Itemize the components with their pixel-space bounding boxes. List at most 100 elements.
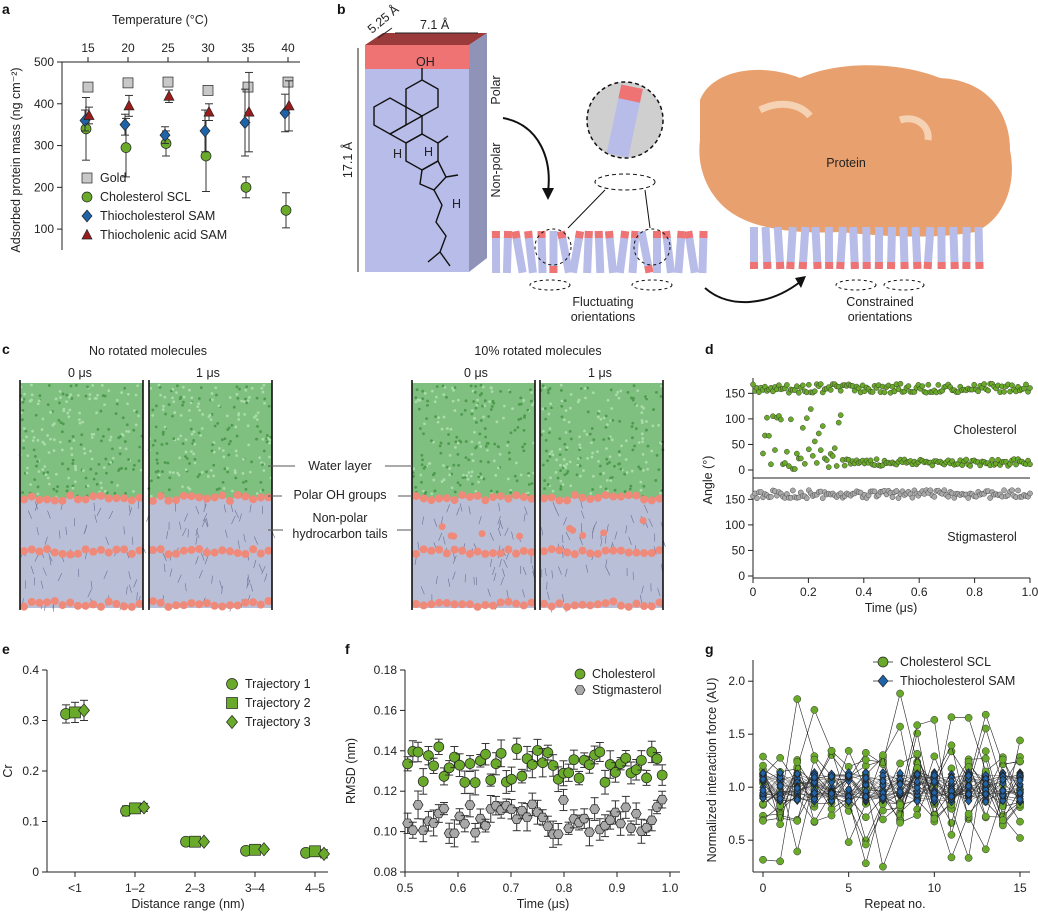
water-molecule-dot — [618, 419, 622, 423]
water-molecule-dot — [54, 472, 58, 476]
tail-strand — [492, 566, 496, 576]
water-molecule-dot — [125, 423, 129, 427]
tail-strand — [230, 503, 234, 512]
a-ytick-label: 200 — [34, 180, 54, 194]
water-molecule-dot — [590, 455, 594, 459]
water-molecule-dot — [36, 402, 40, 406]
water-molecule-dot — [242, 457, 245, 461]
water-molecule-dot — [479, 472, 482, 476]
panel-a-chart: Temperature (°C) Adsorbed protein mass (… — [9, 13, 300, 253]
water-molecule-dot — [576, 463, 580, 467]
water-molecule-dot — [24, 429, 28, 433]
oh-group-bead — [563, 496, 572, 505]
g-point-thiocholesterol — [982, 779, 990, 789]
water-molecule-dot — [199, 434, 203, 437]
water-molecule-dot — [92, 432, 96, 436]
water-molecule-dot — [80, 433, 84, 437]
water-molecule-dot — [546, 483, 550, 486]
water-molecule-dot — [184, 450, 188, 454]
a-xtick-label: 20 — [121, 41, 135, 55]
water-molecule-dot — [58, 389, 62, 393]
water-molecule-dot — [59, 396, 62, 400]
water-molecule-dot — [619, 389, 623, 393]
f-point-circle — [402, 758, 413, 770]
a-legend-marker-3 — [81, 228, 93, 240]
water-molecule-dot — [560, 399, 564, 403]
tail-strand — [249, 504, 252, 513]
g-point-cholesterol — [964, 713, 973, 722]
water-molecule-dot — [481, 385, 485, 389]
oh-group-bead — [241, 492, 250, 501]
oh-group-bead — [647, 549, 656, 558]
g-point-thiocholesterol — [810, 777, 819, 787]
constr-molecule-body — [874, 226, 884, 270]
water-molecule-dot — [259, 430, 262, 433]
tail-strand — [558, 566, 562, 575]
f-xtick-label: 0.8 — [556, 881, 573, 895]
tail-strand — [555, 508, 560, 517]
tail-strand — [258, 563, 263, 572]
water-molecule-dot — [509, 491, 513, 494]
water-molecule-dot — [558, 447, 562, 451]
water-molecule-dot — [230, 423, 234, 427]
tail-strand — [65, 526, 68, 535]
water-molecule-dot — [84, 394, 88, 398]
f-point-circle — [573, 772, 585, 784]
water-molecule-dot — [421, 458, 424, 462]
tail-strand — [503, 559, 508, 568]
oh-group-bead — [489, 601, 497, 610]
tail-strand — [264, 573, 268, 582]
water-molecule-dot — [30, 398, 33, 402]
g-point-cholesterol — [810, 817, 819, 826]
tail-strand — [103, 570, 108, 579]
fluct-molecule-cap — [662, 230, 671, 239]
water-molecule-dot — [243, 412, 246, 416]
water-molecule-dot — [105, 471, 108, 475]
water-molecule-dot — [497, 445, 500, 449]
water-molecule-dot — [560, 415, 564, 419]
water-molecule-dot — [476, 398, 480, 402]
water-molecule-dot — [509, 488, 513, 492]
water-molecule-dot — [21, 400, 25, 404]
a-ytick-label: 400 — [34, 97, 54, 111]
water-molecule-dot — [492, 459, 496, 463]
water-molecule-dot — [67, 415, 71, 419]
e-ytick-label: 0 — [32, 865, 39, 879]
water-molecule-dot — [456, 453, 460, 456]
oh-group-bead — [89, 492, 98, 501]
water-molecule-dot — [184, 455, 187, 458]
oh-group-bead — [442, 598, 451, 607]
oh-group-bead — [195, 600, 204, 609]
water-molecule-dot — [426, 399, 429, 403]
water-molecule-dot — [109, 435, 113, 439]
water-molecule-dot — [158, 385, 162, 389]
water-molecule-dot — [132, 428, 136, 432]
water-molecule-dot — [118, 446, 122, 450]
water-molecule-dot — [189, 418, 192, 422]
water-molecule-dot — [477, 480, 480, 484]
water-molecule-dot — [192, 439, 196, 442]
g-point-thiocholesterol — [776, 794, 784, 803]
g-point-cholesterol — [793, 758, 802, 766]
f-point-hexagon — [584, 827, 595, 837]
water-molecule-dot — [171, 471, 175, 474]
oh-group-bead — [149, 496, 157, 505]
e-xtick-label: 2–3 — [185, 881, 205, 895]
fluct-molecule — [568, 230, 585, 274]
water-molecule-dot — [211, 443, 215, 447]
oh-group-bead — [164, 602, 173, 611]
g-point-cholesterol — [964, 809, 973, 818]
fluct-molecule — [511, 230, 527, 274]
panel-label-c: c — [2, 341, 10, 357]
d-point-cholesterol — [792, 466, 798, 472]
water-molecule-dot — [23, 392, 27, 396]
constr-molecule — [836, 226, 847, 270]
water-molecule-dot — [137, 414, 141, 418]
rotated-oh-bead — [639, 517, 647, 525]
constr-molecule-body — [749, 226, 759, 270]
panel-label-f: f — [345, 641, 350, 657]
water-molecule-dot — [471, 482, 474, 486]
d-point-stigmasterol — [893, 488, 900, 494]
water-molecule-dot — [228, 396, 232, 399]
water-molecule-dot — [248, 470, 252, 474]
